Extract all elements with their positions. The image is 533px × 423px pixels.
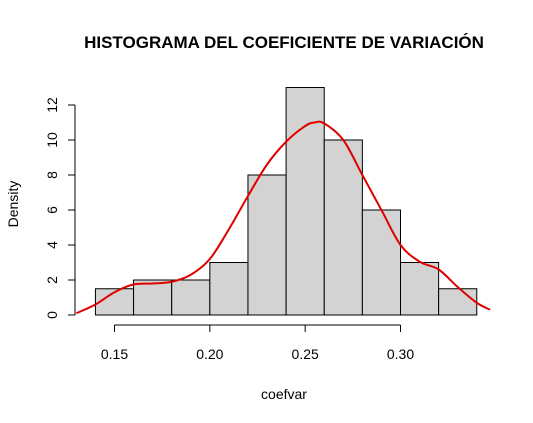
histogram-bar-9 xyxy=(400,262,440,316)
x-tick-label: 0.25 xyxy=(292,346,319,362)
y-tick-label: 0 xyxy=(44,311,60,319)
histogram-bar-10 xyxy=(438,288,478,316)
y-axis-label: Density xyxy=(5,181,21,228)
histogram-bar-5 xyxy=(247,174,287,316)
x-axis: 0.15 0.20 0.25 0.30 xyxy=(101,324,414,362)
histogram-bar-4 xyxy=(209,262,249,316)
histogram-bar-8 xyxy=(361,209,402,316)
x-tick-label: 0.15 xyxy=(101,346,128,362)
y-axis: 0 2 4 6 8 10 12 xyxy=(44,97,76,319)
histogram-bar-2 xyxy=(133,279,173,316)
x-tick-label: 0.20 xyxy=(196,346,223,362)
histogram-bar-3 xyxy=(171,279,211,316)
histogram-bar-7 xyxy=(323,139,363,316)
chart-title: HISTOGRAMA DEL COEFICIENTE DE VARIACIÓN xyxy=(84,33,484,52)
y-tick-label: 2 xyxy=(44,276,60,284)
y-tick-label: 12 xyxy=(44,97,60,113)
density-curve-layer xyxy=(75,120,491,315)
x-axis-label: coefvar xyxy=(261,386,307,402)
y-tick-label: 8 xyxy=(44,171,60,179)
y-tick-label: 6 xyxy=(44,206,60,214)
x-tick-label: 0.30 xyxy=(387,346,414,362)
y-tick-label: 10 xyxy=(44,132,60,148)
y-tick-label: 4 xyxy=(44,241,60,249)
density-curve xyxy=(75,120,491,315)
histogram-bars xyxy=(94,87,478,316)
